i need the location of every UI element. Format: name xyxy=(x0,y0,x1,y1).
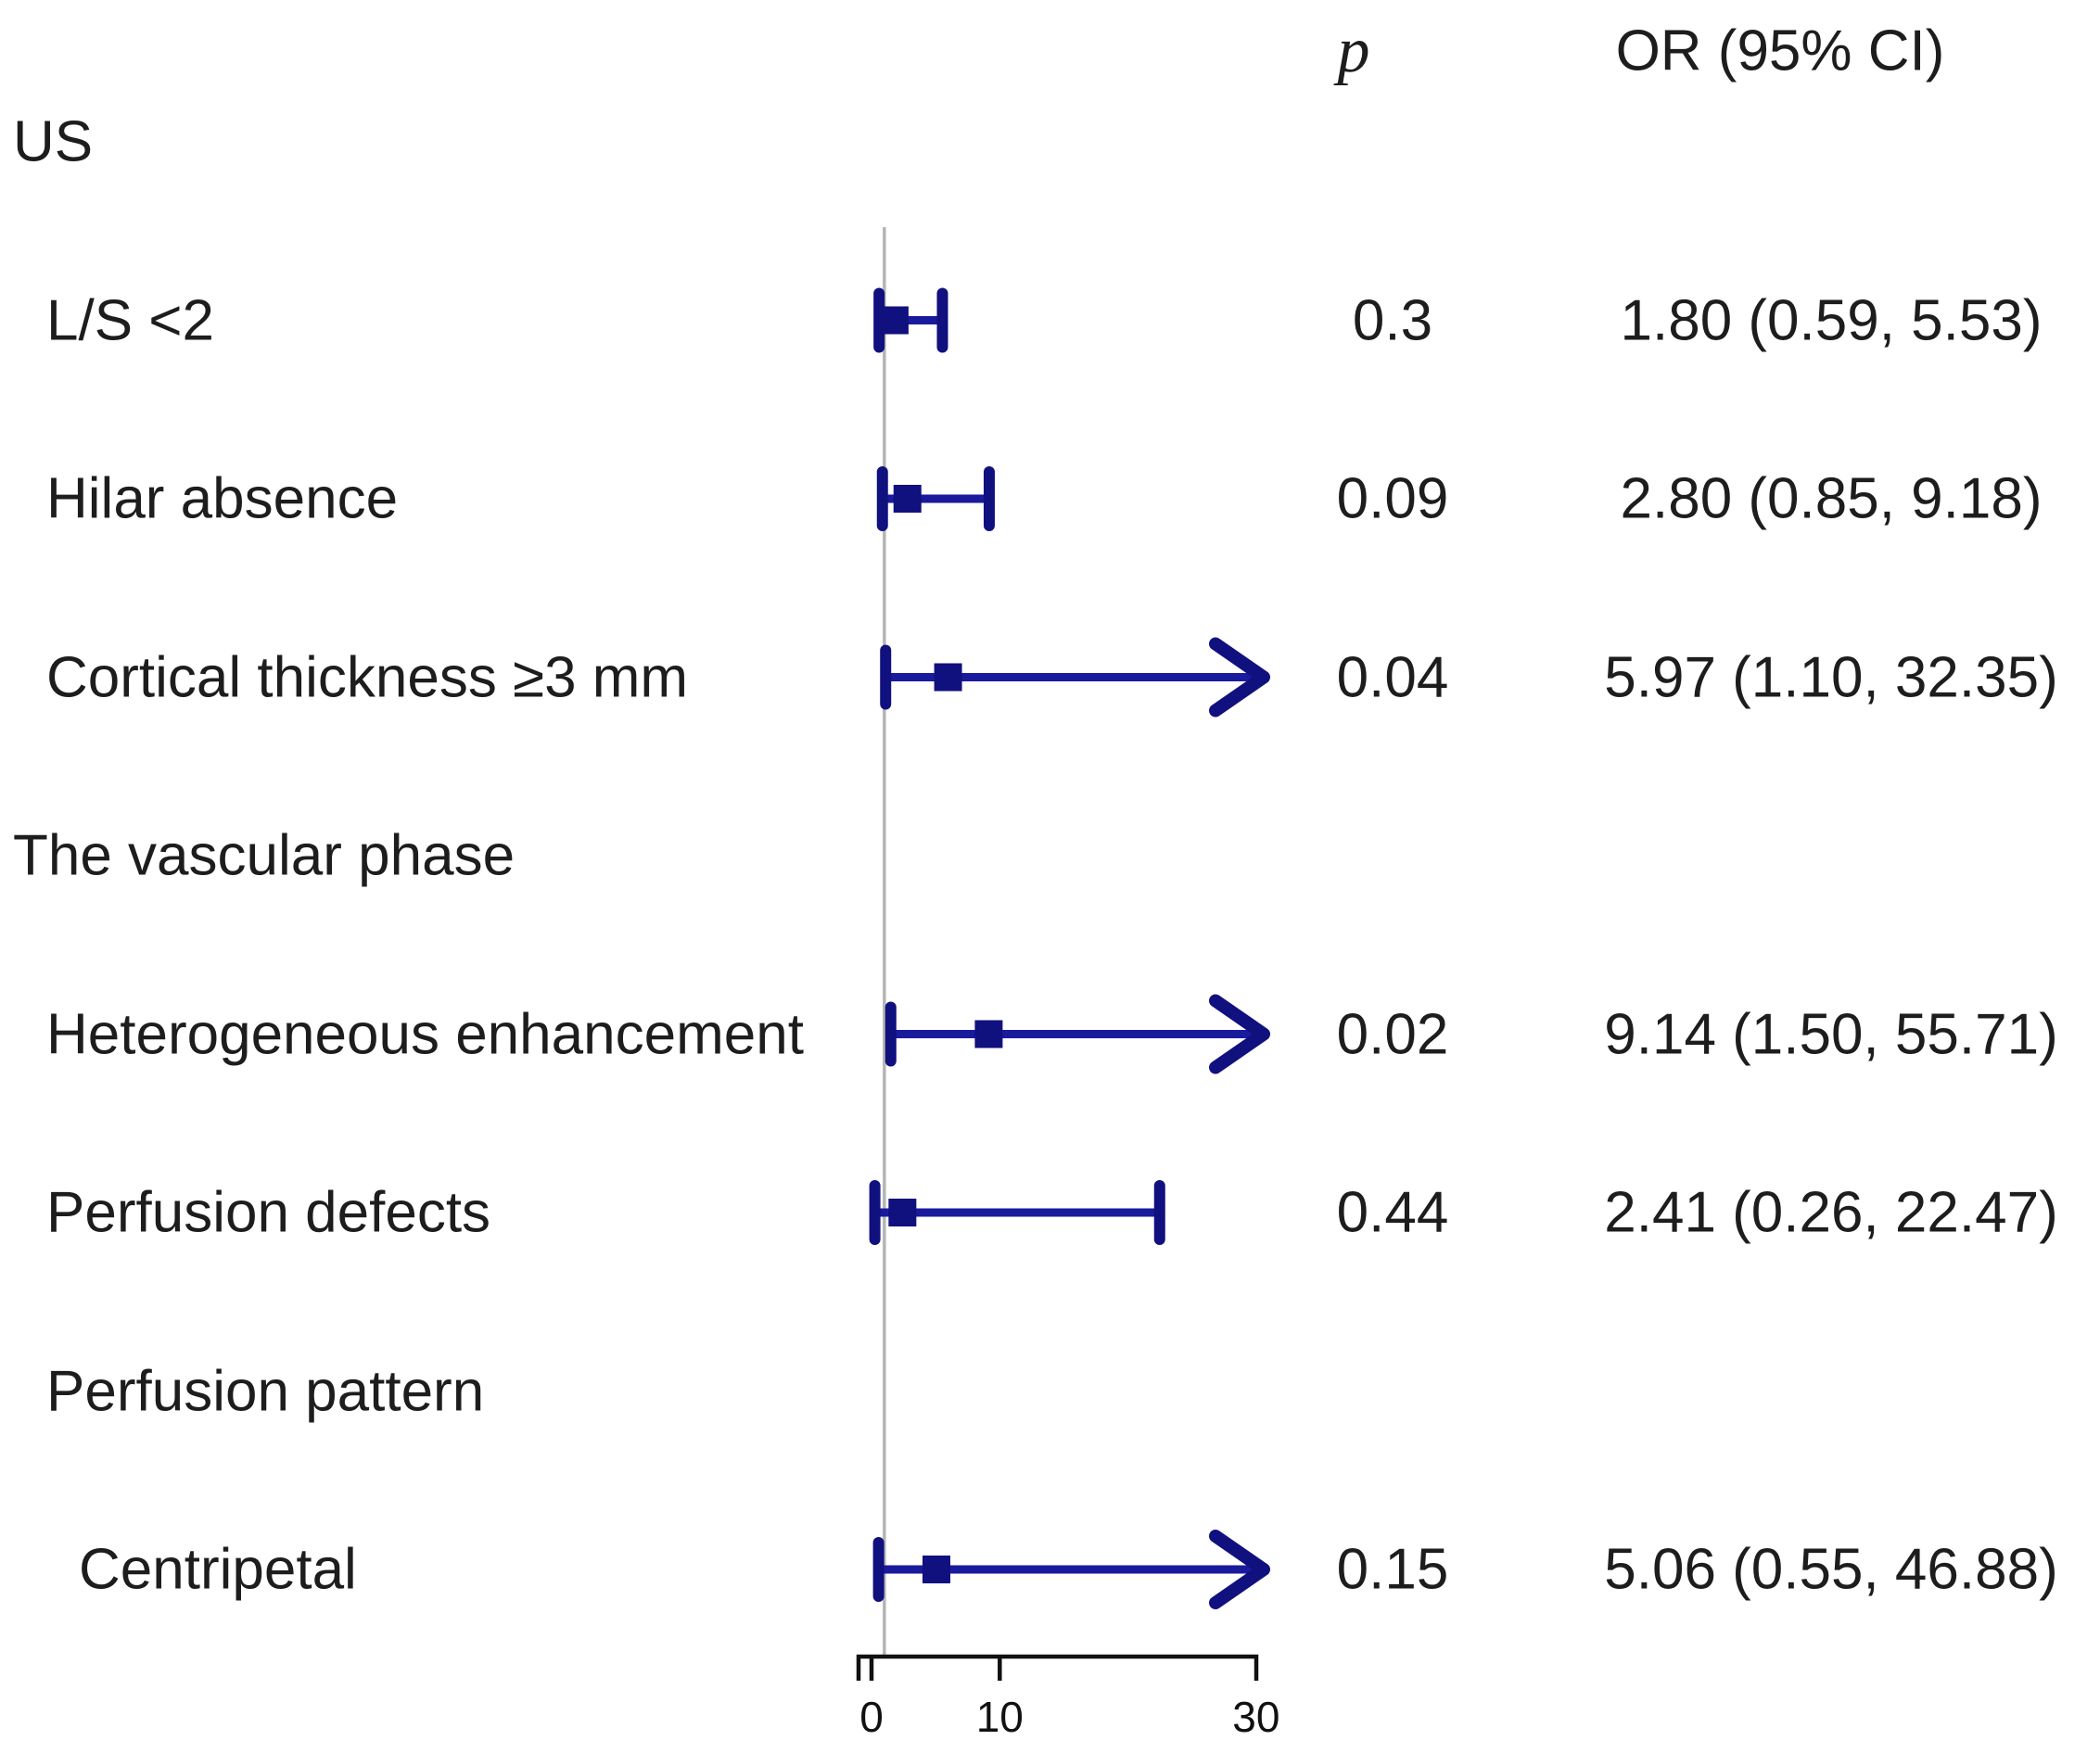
or-value: 1.80 (0.59, 5.53) xyxy=(1620,288,2043,352)
arrow-head-icon xyxy=(1209,1530,1270,1609)
or-square xyxy=(922,1556,950,1583)
section-label: US xyxy=(13,109,94,174)
arrow-head-icon xyxy=(1209,637,1270,718)
row-label: Heterogeneous enhancement xyxy=(46,1002,804,1066)
or-value: 5.06 (0.55, 46.88) xyxy=(1604,1537,2058,1602)
or-value: 2.41 (0.26, 22.47) xyxy=(1604,1180,2058,1245)
row-label: L/S <2 xyxy=(46,288,214,352)
or-column-header: OR (95% CI) xyxy=(1615,19,1945,83)
row-label: Perfusion defects xyxy=(46,1180,491,1245)
row-label: Cortical thickness ≥3 mm xyxy=(46,645,689,709)
or-square xyxy=(888,1199,917,1226)
or-value: 9.14 (1.50, 55.71) xyxy=(1604,1002,2058,1066)
p-value: 0.44 xyxy=(1336,1180,1449,1245)
row-label: Centripetal xyxy=(79,1537,357,1602)
p-value: 0.15 xyxy=(1336,1537,1449,1602)
x-axis-tick-label: 10 xyxy=(975,1693,1024,1741)
or-value: 2.80 (0.85, 9.18) xyxy=(1620,466,2043,531)
row-label: Hilar absence xyxy=(46,466,399,531)
or-square xyxy=(880,306,909,335)
arrow-head-icon xyxy=(1209,994,1270,1074)
or-square xyxy=(934,663,962,692)
x-axis xyxy=(856,1654,1259,1681)
x-axis-tick-label: 0 xyxy=(859,1693,884,1741)
section-label: Perfusion pattern xyxy=(46,1359,485,1423)
or-value: 5.97 (1.10, 32.35) xyxy=(1604,645,2058,709)
p-column-header: p xyxy=(1337,15,1370,86)
or-square xyxy=(974,1020,1003,1048)
p-value: 0.3 xyxy=(1352,288,1433,352)
or-square xyxy=(893,485,922,513)
p-value: 0.04 xyxy=(1336,645,1449,709)
p-value: 0.02 xyxy=(1336,1002,1449,1066)
x-axis-tick-label: 30 xyxy=(1232,1693,1280,1741)
p-value: 0.09 xyxy=(1336,466,1449,531)
section-label: The vascular phase xyxy=(13,823,515,888)
